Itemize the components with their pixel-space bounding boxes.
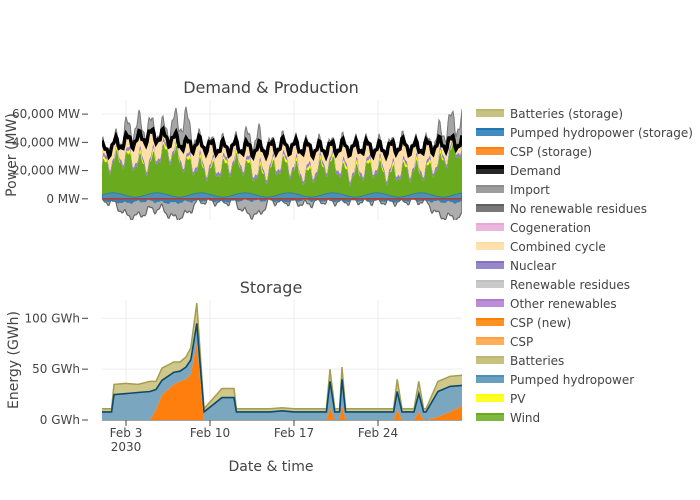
legend-label: Nuclear (510, 259, 556, 273)
legend-swatch (476, 281, 504, 288)
legend-swatch (476, 338, 504, 345)
storage-y-tick-label: 100 GWh (25, 311, 81, 325)
storage-chart-title: Storage (240, 278, 303, 297)
legend-swatch (476, 110, 504, 117)
legend-item[interactable]: Pumped hydropower (storage) (476, 126, 693, 140)
legend-label: Pumped hydropower (storage) (510, 126, 693, 140)
power-chart: Demand & Production 0 MW 20,000 MW 40,000 … (4, 78, 462, 220)
legend-swatch (476, 148, 504, 155)
power-chart-title: Demand & Production (183, 78, 359, 97)
legend-swatch (476, 186, 504, 193)
legend-item[interactable]: CSP (476, 335, 533, 349)
storage-plot-area (102, 303, 462, 420)
legend-swatch (476, 357, 504, 364)
storage-y-tick-label: 0 GWh (40, 413, 80, 427)
legend-label: CSP (510, 335, 533, 349)
storage-area-pumped-hydropower (102, 323, 462, 420)
legend-label: Pumped hydropower (510, 373, 634, 387)
legend-label: PV (510, 392, 526, 406)
legend-item[interactable]: Combined cycle (476, 240, 606, 254)
power-y-ticks: 0 MW 20,000 MW 40,000 MW 60,000 MW (12, 107, 88, 206)
x-tick-label: Feb 24 (358, 426, 398, 440)
legend-swatch (476, 300, 504, 307)
legend-swatch (476, 376, 504, 383)
power-y-tick-label: 40,000 MW (12, 135, 80, 149)
storage-line-pumped-hydropower (102, 323, 462, 414)
legend-label: Batteries (storage) (510, 107, 623, 121)
power-plot-area (102, 106, 462, 220)
legend-item[interactable]: Nuclear (476, 259, 556, 273)
legend-label: Cogeneration (510, 221, 591, 235)
legend-item[interactable]: Batteries (476, 354, 564, 368)
legend-swatch (476, 205, 504, 212)
legend[interactable]: Batteries (storage) Pumped hydropower (st… (476, 107, 693, 425)
legend-item[interactable]: CSP (storage) (476, 145, 592, 159)
x-tick-label: Feb 10 (190, 426, 230, 440)
series-line-demand (102, 125, 462, 162)
series-area-pumped-storage-charge (102, 198, 462, 204)
legend-swatch (476, 319, 504, 326)
legend-label: Batteries (510, 354, 564, 368)
legend-item[interactable]: Cogeneration (476, 221, 591, 235)
power-y-tick-label: 0 MW (46, 192, 80, 206)
legend-label: CSP (storage) (510, 145, 592, 159)
x-axis-label: Date & time (229, 459, 314, 475)
legend-swatch (476, 395, 504, 402)
x-tick-sublabel: 2030 (111, 440, 142, 454)
x-tick-label: Feb 17 (274, 426, 314, 440)
legend-swatch (476, 167, 504, 174)
legend-item[interactable]: Import (476, 183, 550, 197)
series-area-wind (102, 142, 462, 197)
legend-label: CSP (new) (510, 316, 571, 330)
storage-y-tick-label: 50 GWh (32, 362, 80, 376)
legend-item[interactable]: Renewable residues (476, 278, 630, 292)
legend-swatch (476, 129, 504, 136)
power-y-axis-label: Power (MW) (4, 113, 20, 197)
legend-item[interactable]: No renewable residues (476, 202, 647, 216)
storage-y-ticks: 0 GWh 50 GWh 100 GWh (25, 311, 88, 427)
legend-item[interactable]: PV (476, 392, 526, 406)
series-area-combined-cycle (102, 129, 462, 183)
legend-swatch (476, 414, 504, 421)
power-y-tick-label: 20,000 MW (12, 164, 80, 178)
legend-label: Other renewables (510, 297, 617, 311)
legend-label: Import (510, 183, 550, 197)
legend-item[interactable]: Demand (476, 164, 561, 178)
x-tick-label: Feb 3 (110, 426, 143, 440)
series-area-nuclear (102, 135, 462, 187)
storage-line-batteries (102, 303, 462, 411)
legend-swatch (476, 243, 504, 250)
storage-y-axis-label: Energy (GWh) (6, 311, 22, 409)
storage-area-csp (102, 343, 462, 420)
legend-item[interactable]: Wind (476, 411, 540, 425)
legend-item[interactable]: Other renewables (476, 297, 617, 311)
legend-item[interactable]: CSP (new) (476, 316, 571, 330)
legend-item[interactable]: Pumped hydropower (476, 373, 634, 387)
legend-swatch (476, 224, 504, 231)
legend-label: No renewable residues (510, 202, 647, 216)
legend-label: Demand (510, 164, 561, 178)
legend-swatch (476, 262, 504, 269)
power-y-tick-label: 60,000 MW (12, 107, 80, 121)
legend-label: Wind (510, 411, 540, 425)
legend-label: Combined cycle (510, 240, 606, 254)
legend-item[interactable]: Batteries (storage) (476, 107, 623, 121)
legend-label: Renewable residues (510, 278, 630, 292)
